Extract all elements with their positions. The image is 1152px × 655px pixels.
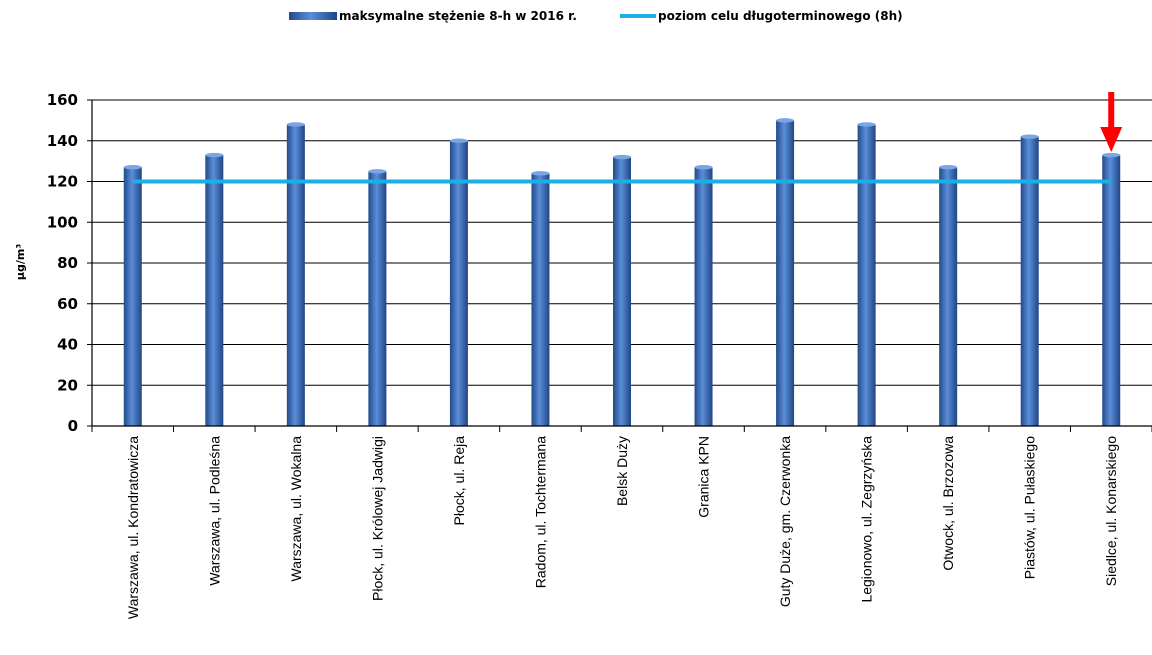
bar <box>123 167 142 427</box>
bar-cap <box>1102 152 1121 158</box>
x-tick-label: Warszawa, ul. Podleśna <box>206 436 222 586</box>
bar <box>1020 136 1039 427</box>
bar-cap <box>123 165 142 170</box>
bar-cap <box>286 122 305 127</box>
annotations <box>1100 92 1123 153</box>
x-tick-label: Otwock, ul. Brzozowa <box>940 436 956 571</box>
y-axis-label: µg/m³ <box>14 244 27 280</box>
legend-bar-label: maksymalne stężenie 8-h w 2016 r. <box>339 9 577 23</box>
y-tick-label: 160 <box>47 91 78 109</box>
x-tick-label: Piastów, ul. Pułaskiego <box>1022 436 1038 579</box>
bar <box>286 124 305 426</box>
y-tick-label: 0 <box>68 417 78 435</box>
bar <box>613 157 631 427</box>
axes <box>91 100 1152 432</box>
x-tick-label: Belsk Duży <box>614 436 630 506</box>
y-tick-label: 20 <box>57 376 78 394</box>
bar <box>939 167 958 427</box>
bar-cap <box>857 122 876 127</box>
y-tick-label: 60 <box>57 295 78 313</box>
bar <box>368 171 387 426</box>
x-tick-label: Legionowo, ul. Zegrzyńska <box>859 436 875 603</box>
x-tick-label: Granica KPN <box>696 436 712 518</box>
legend-bar-swatch <box>289 12 337 20</box>
y-tick-label: 100 <box>47 213 78 231</box>
bar-cap <box>205 152 224 158</box>
y-tick-label: 80 <box>57 254 78 272</box>
bar <box>449 140 468 426</box>
category-labels: Warszawa, ul. Kondratowicza Warszawa, ul.… <box>125 436 1119 619</box>
legend-line-label: poziom celu długoterminowego (8h) <box>658 9 903 23</box>
y-tick-label: 120 <box>47 173 78 191</box>
x-tick-label: Warszawa, ul. Kondratowicza <box>125 436 141 619</box>
bar-cap <box>694 165 713 170</box>
y-axis-ticks: 0 20 40 60 80 100 120 140 160 <box>47 91 92 435</box>
bar <box>1102 155 1121 426</box>
y-tick-label: 140 <box>47 132 78 150</box>
x-tick-label: Guty Duże, gm. Czerwonka <box>777 436 793 607</box>
bar <box>857 124 876 426</box>
bar-cap <box>449 138 468 143</box>
x-tick-label: Płock, ul. Królowej Jadwigi <box>369 436 385 601</box>
x-tick-label: Radom, ul. Tochtermana <box>532 436 548 588</box>
x-tick-label: Siedlce, ul. Konarskiego <box>1103 436 1119 586</box>
y-tick-label: 40 <box>57 336 78 354</box>
bar-cap <box>368 169 387 174</box>
bar-cap <box>613 154 631 160</box>
x-tick-label: Płock, ul. Reja <box>451 436 467 526</box>
bar <box>205 155 224 426</box>
bar-cap <box>939 165 958 170</box>
bar <box>694 167 713 427</box>
bar <box>776 120 795 426</box>
bar-cap <box>1020 134 1039 139</box>
bar-cap <box>776 118 795 123</box>
legend: maksymalne stężenie 8-h w 2016 r. poziom… <box>289 9 903 23</box>
bar <box>531 173 550 426</box>
red-arrow-icon <box>1100 92 1123 153</box>
x-tick-label: Warszawa, ul. Wokalna <box>288 436 304 582</box>
bars <box>123 118 1121 427</box>
bar-cap <box>531 171 550 176</box>
